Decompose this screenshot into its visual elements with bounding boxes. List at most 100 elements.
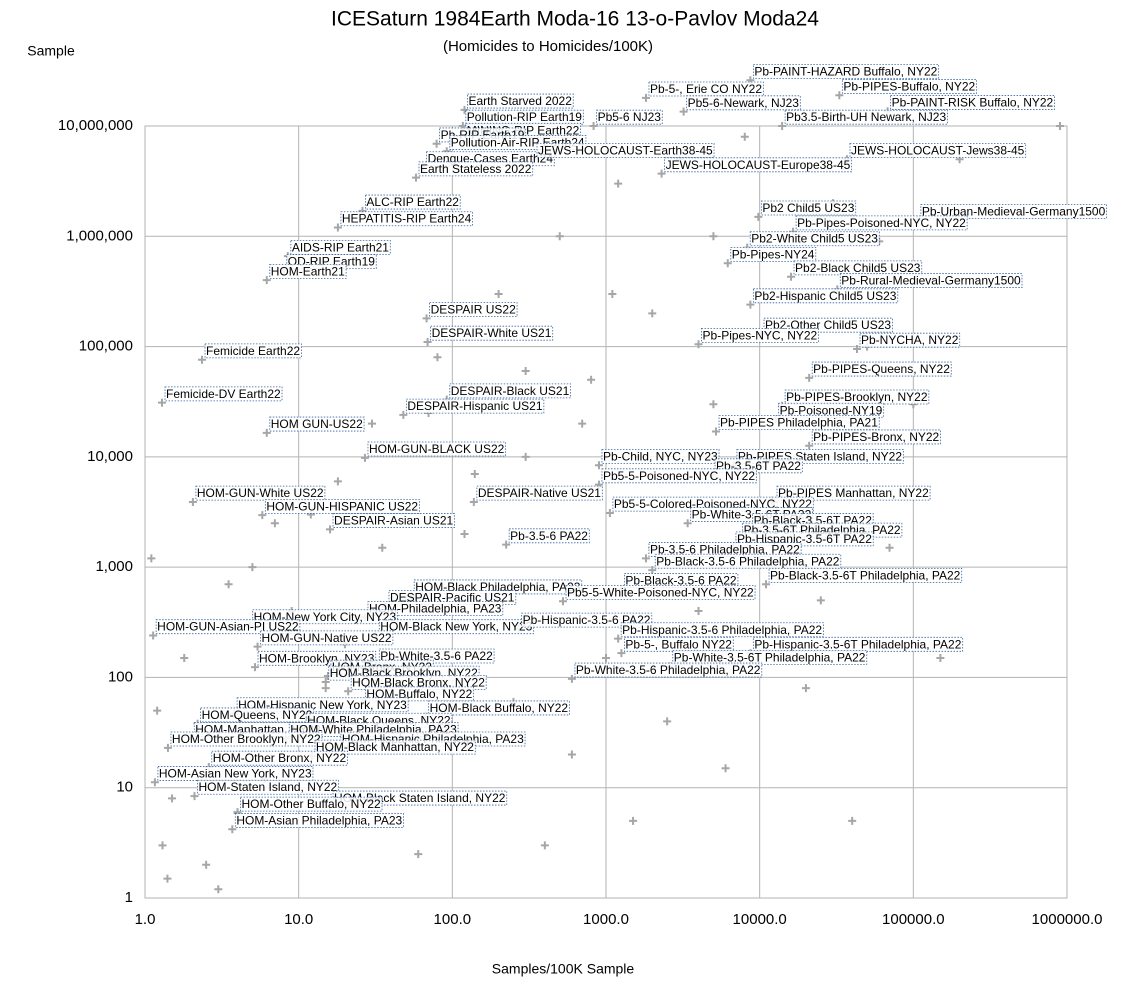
scatter-point <box>149 631 158 640</box>
scatter-point <box>648 566 657 575</box>
point-label: Pb-Rural-Medieval-Germany1500 <box>841 274 1021 288</box>
point-label: HEPATITIS-RIP Earth24 <box>342 212 472 226</box>
point-label: DESPAIR-Native US21 <box>478 486 601 500</box>
scatter-point <box>683 519 692 528</box>
x-tick-label: 1.0 <box>135 911 156 928</box>
label-box <box>784 389 930 405</box>
point-label: Pollution-RIP Earth19 <box>467 110 583 124</box>
scatter-point <box>936 654 945 663</box>
label-box <box>240 796 383 812</box>
point-label: HOM-Black Bronx, NY22 <box>352 675 485 689</box>
scatter-point <box>224 580 233 589</box>
scatter-point <box>460 529 469 538</box>
label-box <box>839 273 1023 288</box>
label-box <box>430 325 554 341</box>
point-label: HOM-Other Bronx, NY22 <box>213 751 347 765</box>
point-label: Pb-PAINT-HAZARD Buffalo, NY22 <box>754 64 937 78</box>
point-label: HOM-Black Philadelphia, PA23 <box>415 580 581 594</box>
label-box <box>752 288 899 304</box>
label-box <box>730 246 817 262</box>
scatter-point <box>253 642 262 651</box>
scatter-point <box>157 398 166 407</box>
label-box <box>449 383 571 399</box>
scatter-point <box>848 816 857 825</box>
scatter-point <box>521 452 530 461</box>
point-label: Pb-Pipes-Poisoned-NYC, NY22 <box>797 216 966 230</box>
y-tick-label: 100 <box>108 668 133 685</box>
scatter-point <box>262 276 271 285</box>
scatter-point <box>153 706 162 715</box>
point-label: JEWS-HOLOCAUST-Earth38-45 <box>538 143 713 157</box>
scatter-point <box>558 597 567 606</box>
scatter-point <box>648 309 657 318</box>
scatter-point <box>258 511 267 520</box>
label-box <box>596 109 663 125</box>
point-label: Pb-5-, Buffalo NY22 <box>625 637 732 651</box>
scatter-point <box>494 289 503 298</box>
point-label: Pb-Pipes-NYC, NY22 <box>703 328 818 342</box>
label-box <box>859 332 961 348</box>
label-box <box>601 468 757 484</box>
point-label: Pb-3.5-6 Philadelphia, PA22 <box>650 543 800 557</box>
label-box <box>811 429 941 445</box>
label-box <box>476 485 603 501</box>
label-box <box>234 813 404 828</box>
label-box <box>784 109 948 125</box>
grid: 1.0 10.0 100.0 1000.0 10000.0 100000.0 1000000… <box>58 117 1103 928</box>
x-tick-label: 1000000.0 <box>1032 911 1103 928</box>
point-label: HOM GUN-US22 <box>271 417 363 431</box>
x-tick-label: 100.0 <box>434 911 472 928</box>
y-axis-label: Sample <box>27 43 75 59</box>
label-box <box>195 485 326 501</box>
chart-title: ICESaturn 1984Earth Moda-16 13-o-Pavlov … <box>331 8 819 31</box>
point-label: HOM-GUN-Native US22 <box>262 631 392 645</box>
label-box <box>197 779 339 795</box>
point-label: Pb-White-3.5-6 Philadelphia, PA22 <box>576 663 761 677</box>
label-box <box>508 528 590 544</box>
label-box <box>332 513 455 528</box>
scatter-point <box>778 122 787 130</box>
point-label: HOM-Other Brooklyn, NY22 <box>172 732 321 746</box>
scatter-point <box>712 427 721 436</box>
scatter-point <box>605 508 614 517</box>
point-label: Pb2 Child5 US23 <box>762 201 854 215</box>
point-label: Pb-Urban-Medieval-Germany1500 <box>922 204 1106 218</box>
scatter-point <box>251 663 260 672</box>
y-tick-label: 10,000 <box>87 448 133 465</box>
label-box <box>290 239 391 255</box>
point-label: Earth Starved 2022 <box>469 94 573 108</box>
label-box <box>601 448 720 464</box>
point-label: Pb-Pipes-NY24 <box>732 247 815 261</box>
point-label: Pb-PIPES-Buffalo, NY22 <box>843 79 975 93</box>
label-box <box>752 64 940 79</box>
point-label: Pb-PIPES Philadelphia, PA21 <box>720 416 878 430</box>
y-tick-label: 1 <box>125 889 133 906</box>
point-label: ALC-RIP Earth22 <box>366 195 459 209</box>
label-box <box>841 79 977 94</box>
point-label: Pb-PIPES Manhattan, NY22 <box>778 486 929 500</box>
point-label: DESPAIR-Black US21 <box>451 384 570 398</box>
point-label: Pb-5-, Erie CO NY22 <box>650 82 762 96</box>
label-box <box>429 302 518 317</box>
label-box <box>467 93 574 109</box>
scatter-point <box>754 212 763 221</box>
label-box <box>672 650 868 665</box>
scatter-point <box>150 778 159 787</box>
point-label: Pb2-White Child5 US23 <box>751 232 878 246</box>
point-label: HOM-Earth21 <box>271 264 345 278</box>
point-label: Pb-Black-3.5-6 Philadelphia, PA22 <box>656 554 840 568</box>
point-label: HOM-Philadelphia, PA23 <box>369 602 502 616</box>
label-box <box>164 386 283 402</box>
label-box <box>920 203 1107 219</box>
point-label: Pb-PIPES-Bronx, NY22 <box>813 430 939 444</box>
scatter-point <box>614 179 623 188</box>
scatter-point <box>270 519 279 528</box>
scatter-point <box>367 419 376 428</box>
point-label: Pb-Hispanic-3.5-6 Philadelphia, PA22 <box>622 623 822 637</box>
y-tick-label: 10 <box>116 779 133 796</box>
scatter-point <box>198 355 207 364</box>
label-box <box>314 739 476 755</box>
scatter-point <box>540 841 549 850</box>
label-box <box>760 200 857 216</box>
